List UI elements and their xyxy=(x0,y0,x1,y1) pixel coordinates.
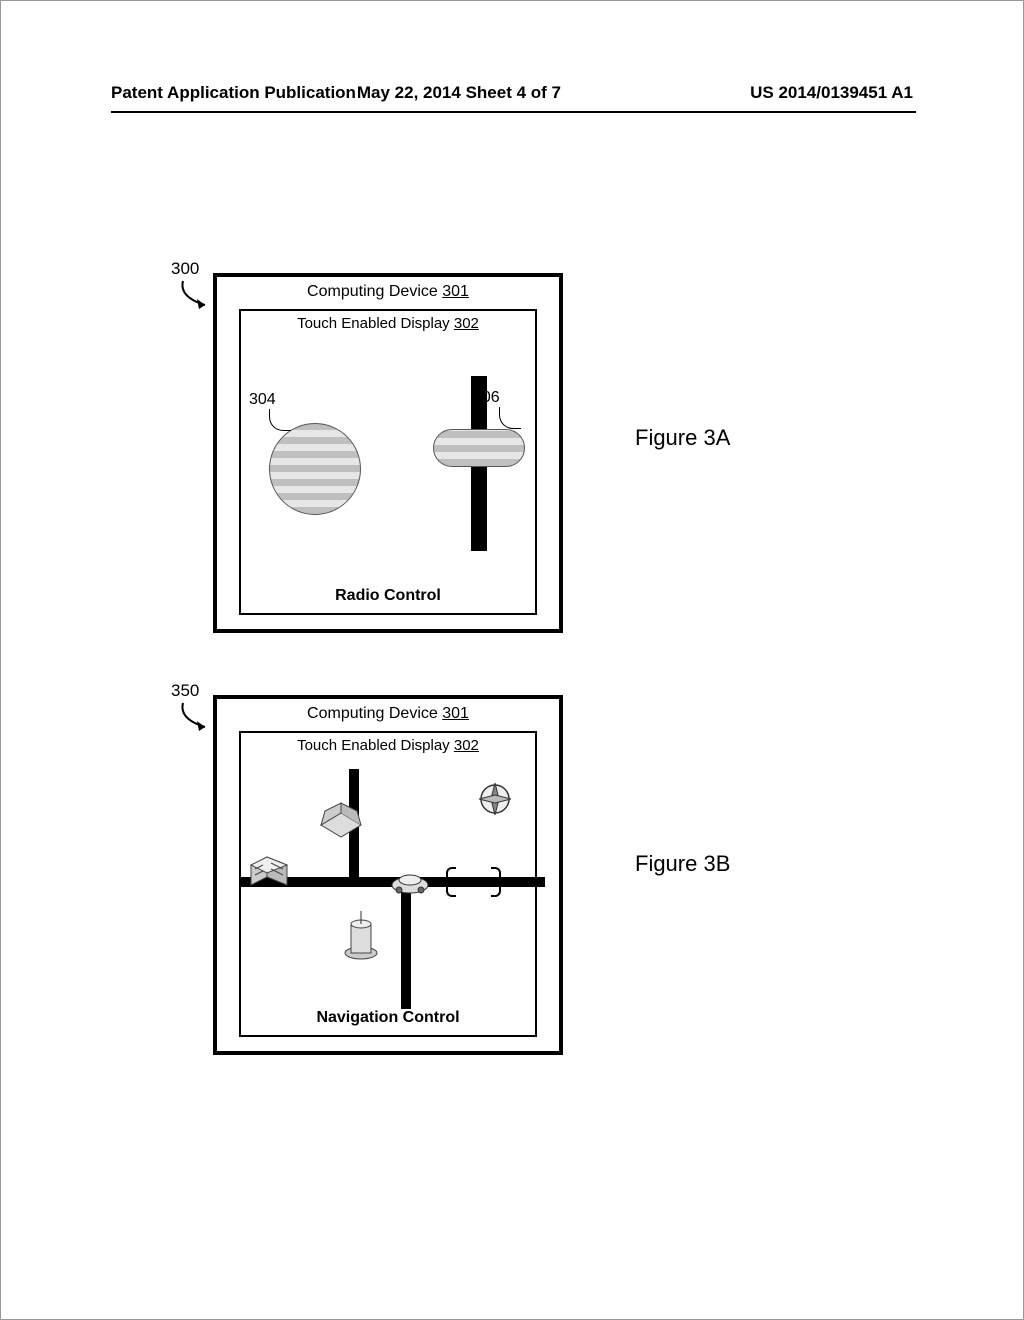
volume-knob-icon xyxy=(269,423,361,515)
page-header: Patent Application Publication May 22, 2… xyxy=(111,83,913,103)
slider-handle-icon xyxy=(433,429,525,467)
header-right: US 2014/0139451 A1 xyxy=(750,83,913,103)
header-divider xyxy=(111,111,916,113)
ref-label-350: 350 xyxy=(171,681,199,701)
device-label: Computing Device xyxy=(307,705,438,722)
touch-display-frame: Touch Enabled Display 302 xyxy=(239,731,537,1037)
computing-device-frame: Computing Device 301 Touch Enabled Displ… xyxy=(213,273,563,633)
display-title: Touch Enabled Display 302 xyxy=(241,311,535,332)
header-left: Patent Application Publication xyxy=(111,83,356,103)
figure-caption-b: Figure 3B xyxy=(635,851,730,877)
callout-arrow-icon xyxy=(177,279,217,313)
device-title: Computing Device 301 xyxy=(217,699,559,723)
display-ref: 302 xyxy=(454,737,479,754)
callout-arrow-icon xyxy=(177,701,217,735)
map-canvas xyxy=(241,759,535,995)
device-ref: 301 xyxy=(442,283,469,300)
device-label: Computing Device xyxy=(307,283,438,300)
building-icon xyxy=(247,851,291,900)
figure-caption-a: Figure 3A xyxy=(635,425,730,451)
road-segment-icon xyxy=(501,877,545,887)
touch-display-frame: Touch Enabled Display 302 Radio Control xyxy=(239,309,537,615)
app-label-b: Navigation Control xyxy=(241,1009,535,1027)
house-icon xyxy=(317,799,365,844)
figure-3b: Computing Device 301 Touch Enabled Displ… xyxy=(213,695,563,1055)
header-center: May 22, 2014 Sheet 4 of 7 xyxy=(357,83,561,103)
device-ref: 301 xyxy=(442,705,469,722)
app-label-a: Radio Control xyxy=(241,587,535,605)
figure-3a: Computing Device 301 Touch Enabled Displ… xyxy=(213,273,563,633)
ref-label-300: 300 xyxy=(171,259,199,279)
ref-label-306: 306 xyxy=(473,389,500,407)
car-icon xyxy=(389,869,431,902)
display-label: Touch Enabled Display xyxy=(297,737,450,754)
bridge-icon xyxy=(448,881,500,883)
ref-label-304: 304 xyxy=(249,391,276,409)
tower-icon xyxy=(341,909,381,966)
compass-icon xyxy=(475,779,515,824)
display-ref: 302 xyxy=(454,315,479,332)
patent-page: Patent Application Publication May 22, 2… xyxy=(0,0,1024,1320)
display-title: Touch Enabled Display 302 xyxy=(241,733,535,754)
display-label: Touch Enabled Display xyxy=(297,315,450,332)
device-title: Computing Device 301 xyxy=(217,277,559,301)
computing-device-frame: Computing Device 301 Touch Enabled Displ… xyxy=(213,695,563,1055)
